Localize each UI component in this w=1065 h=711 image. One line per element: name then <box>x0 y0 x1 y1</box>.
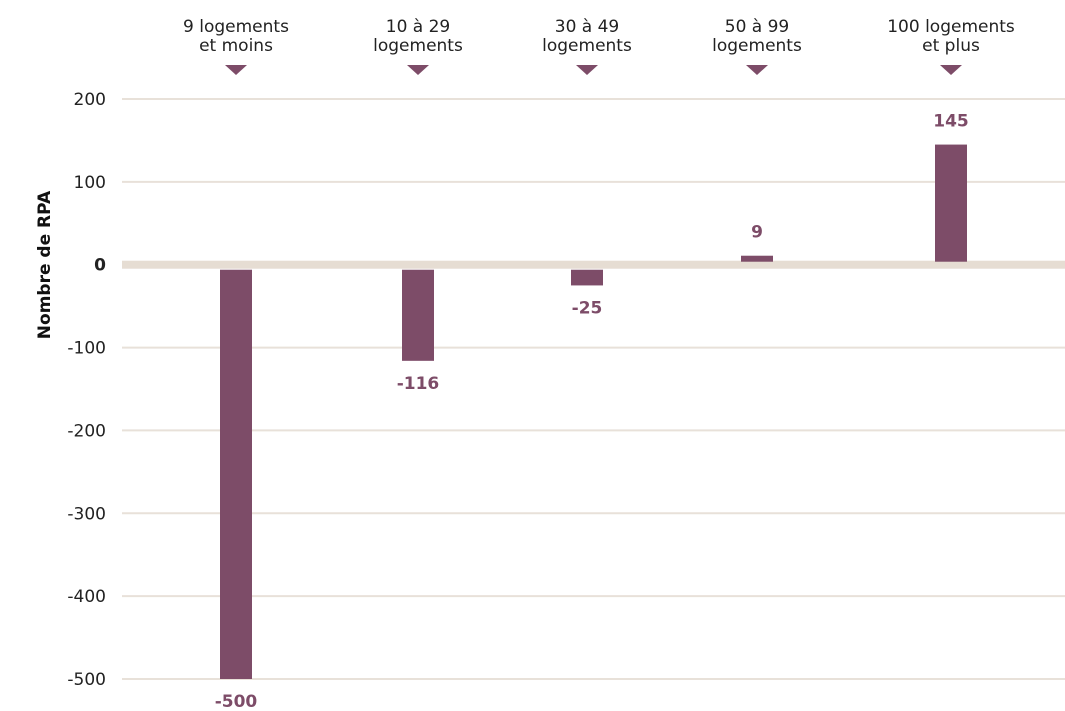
category-label: 9 logements <box>183 17 289 37</box>
category-label: et moins <box>199 36 273 56</box>
bars <box>220 144 967 679</box>
category-label: logements <box>542 36 632 56</box>
y-tick-label: 200 <box>74 90 106 110</box>
bar <box>571 269 603 286</box>
category-label: logements <box>373 36 463 56</box>
bar <box>220 269 252 679</box>
bar <box>741 255 773 262</box>
data-label: -116 <box>397 374 440 394</box>
y-tick-label: -400 <box>67 587 106 607</box>
y-tick-label: 0 <box>94 256 106 276</box>
category-marker-icon <box>407 65 429 75</box>
y-axis-ticks: 200 100 0 -100 -200 -300 -400 -500 <box>67 90 106 690</box>
y-tick-label: -300 <box>67 504 106 524</box>
bar <box>402 269 434 361</box>
value-labels: -500 -116 -25 9 145 <box>215 112 969 711</box>
gridlines <box>122 98 1065 680</box>
data-label: 9 <box>751 223 763 243</box>
y-axis-label: Nombre de RPA <box>35 190 55 339</box>
category-label: 30 à 49 <box>555 17 620 37</box>
zero-line <box>122 260 1065 269</box>
category-label: 50 à 99 <box>725 17 790 37</box>
data-label: -25 <box>572 298 603 318</box>
category-marker-icon <box>576 65 598 75</box>
y-tick-label: -100 <box>67 339 106 359</box>
category-label: logements <box>712 36 802 56</box>
category-label: et plus <box>922 36 980 56</box>
data-label: -500 <box>215 692 258 711</box>
y-tick-label: -500 <box>67 670 106 690</box>
category-marker-icon <box>940 65 962 75</box>
data-label: 145 <box>933 112 969 132</box>
y-tick-label: 100 <box>74 173 106 193</box>
category-label: 10 à 29 <box>386 17 451 37</box>
y-tick-label: -200 <box>67 421 106 441</box>
category-label: 100 logements <box>887 17 1015 37</box>
category-marker-icon <box>225 65 247 75</box>
category-marker-icon <box>746 65 768 75</box>
bar <box>935 144 967 262</box>
